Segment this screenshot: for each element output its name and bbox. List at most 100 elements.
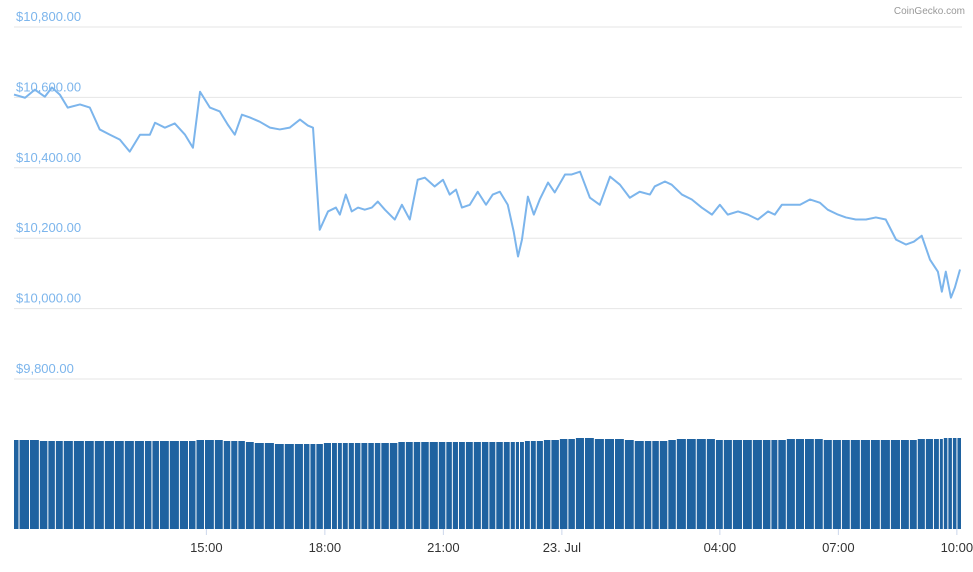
volume-bar [274, 444, 284, 529]
volume-bar [933, 439, 939, 529]
volume-bar [413, 442, 421, 529]
volume-bar [860, 440, 870, 529]
volume-bar [196, 440, 204, 529]
volume-bar [238, 441, 245, 529]
volume-bar [429, 442, 438, 529]
volume-bar [231, 441, 238, 529]
volume-bar [515, 442, 519, 529]
volume-bar [723, 440, 732, 529]
volume-bar [114, 441, 124, 529]
credit: CoinGecko.com [894, 6, 965, 17]
volume-bar [323, 443, 331, 529]
volume-bar [473, 442, 481, 529]
volume-bar [696, 439, 706, 529]
volume-bar [446, 442, 452, 529]
volume-bar [957, 438, 961, 529]
volume-bar [604, 439, 614, 529]
x-tick-label: 10:00 [941, 540, 973, 555]
volume-bar [948, 438, 952, 529]
volume-bar [284, 444, 294, 529]
volume-bar [104, 441, 114, 529]
volume-bar [536, 441, 543, 529]
x-tick-label: 18:00 [309, 540, 342, 555]
volume-bar [214, 440, 223, 529]
volume-bar [732, 440, 742, 529]
volume-bar [63, 441, 73, 529]
volume-bar [925, 439, 933, 529]
volume-bar [144, 441, 152, 529]
y-tick-label: $10,400.00 [16, 150, 81, 165]
volume-bar [389, 443, 398, 529]
x-tick-label: 15:00 [190, 540, 223, 555]
volume-bar [245, 442, 254, 529]
volume-bar [832, 440, 841, 529]
volume-bar [909, 440, 917, 529]
volume-bar [668, 440, 676, 529]
volume-bar [952, 438, 957, 529]
volume-bar [804, 439, 814, 529]
volume-bar [84, 441, 94, 529]
volume-bar [368, 443, 374, 529]
volume-bar [204, 440, 214, 529]
volume-bar [814, 439, 823, 529]
volume-bar [438, 442, 446, 529]
volume-bar [624, 440, 634, 529]
volume-bar [568, 439, 575, 529]
volume-bar [496, 442, 503, 529]
volume-bar [939, 439, 943, 529]
volume-bar [752, 440, 762, 529]
y-tick-label: $10,800.00 [16, 9, 81, 24]
volume-bar [795, 439, 804, 529]
volume-bar [254, 443, 264, 529]
volume-bar [742, 440, 752, 529]
volume-bar [880, 440, 890, 529]
volume-bar [48, 441, 55, 529]
x-tick-label: 04:00 [704, 540, 737, 555]
volume-bar [134, 441, 144, 529]
volume-bar [706, 439, 715, 529]
y-tick-label: $10,200.00 [16, 220, 81, 235]
volume-bar [452, 442, 458, 529]
volume-bar [543, 440, 551, 529]
volume-bar [405, 442, 413, 529]
volume-bar [73, 441, 84, 529]
volume-bar [398, 442, 405, 529]
volume-bar [55, 441, 63, 529]
y-tick-label: $10,000.00 [16, 291, 81, 306]
volume-bar [686, 439, 696, 529]
volume-bar [917, 439, 925, 529]
volume-bar [584, 438, 594, 529]
volume-bar [778, 440, 786, 529]
volume-bar [943, 438, 948, 529]
volume-bar [354, 443, 361, 529]
x-tick-label: 21:00 [427, 540, 460, 555]
volume-bar [575, 438, 584, 529]
volume-bar [223, 441, 231, 529]
price-line [13, 86, 961, 299]
volume-bar [361, 443, 368, 529]
volume-bar [303, 444, 310, 529]
volume-bar [39, 441, 48, 529]
volume-bar [316, 444, 323, 529]
volume-bar [594, 439, 604, 529]
volume-bar [421, 442, 429, 529]
volume-bar [337, 443, 342, 529]
volume-bar [342, 443, 348, 529]
volume-bar [458, 442, 465, 529]
volume-bar [348, 443, 354, 529]
volume-bar [771, 440, 778, 529]
volume-bar [676, 439, 686, 529]
volume-bar [652, 441, 659, 529]
volume-bar [264, 443, 274, 529]
volume-bar [94, 441, 104, 529]
volume-bar [294, 444, 303, 529]
volume-bar [510, 442, 515, 529]
volume-bar [159, 441, 169, 529]
volume-bar [169, 441, 179, 529]
volume-bar [152, 441, 159, 529]
volume-bar [489, 442, 496, 529]
volume-bar [644, 441, 652, 529]
volume-bar [331, 443, 337, 529]
